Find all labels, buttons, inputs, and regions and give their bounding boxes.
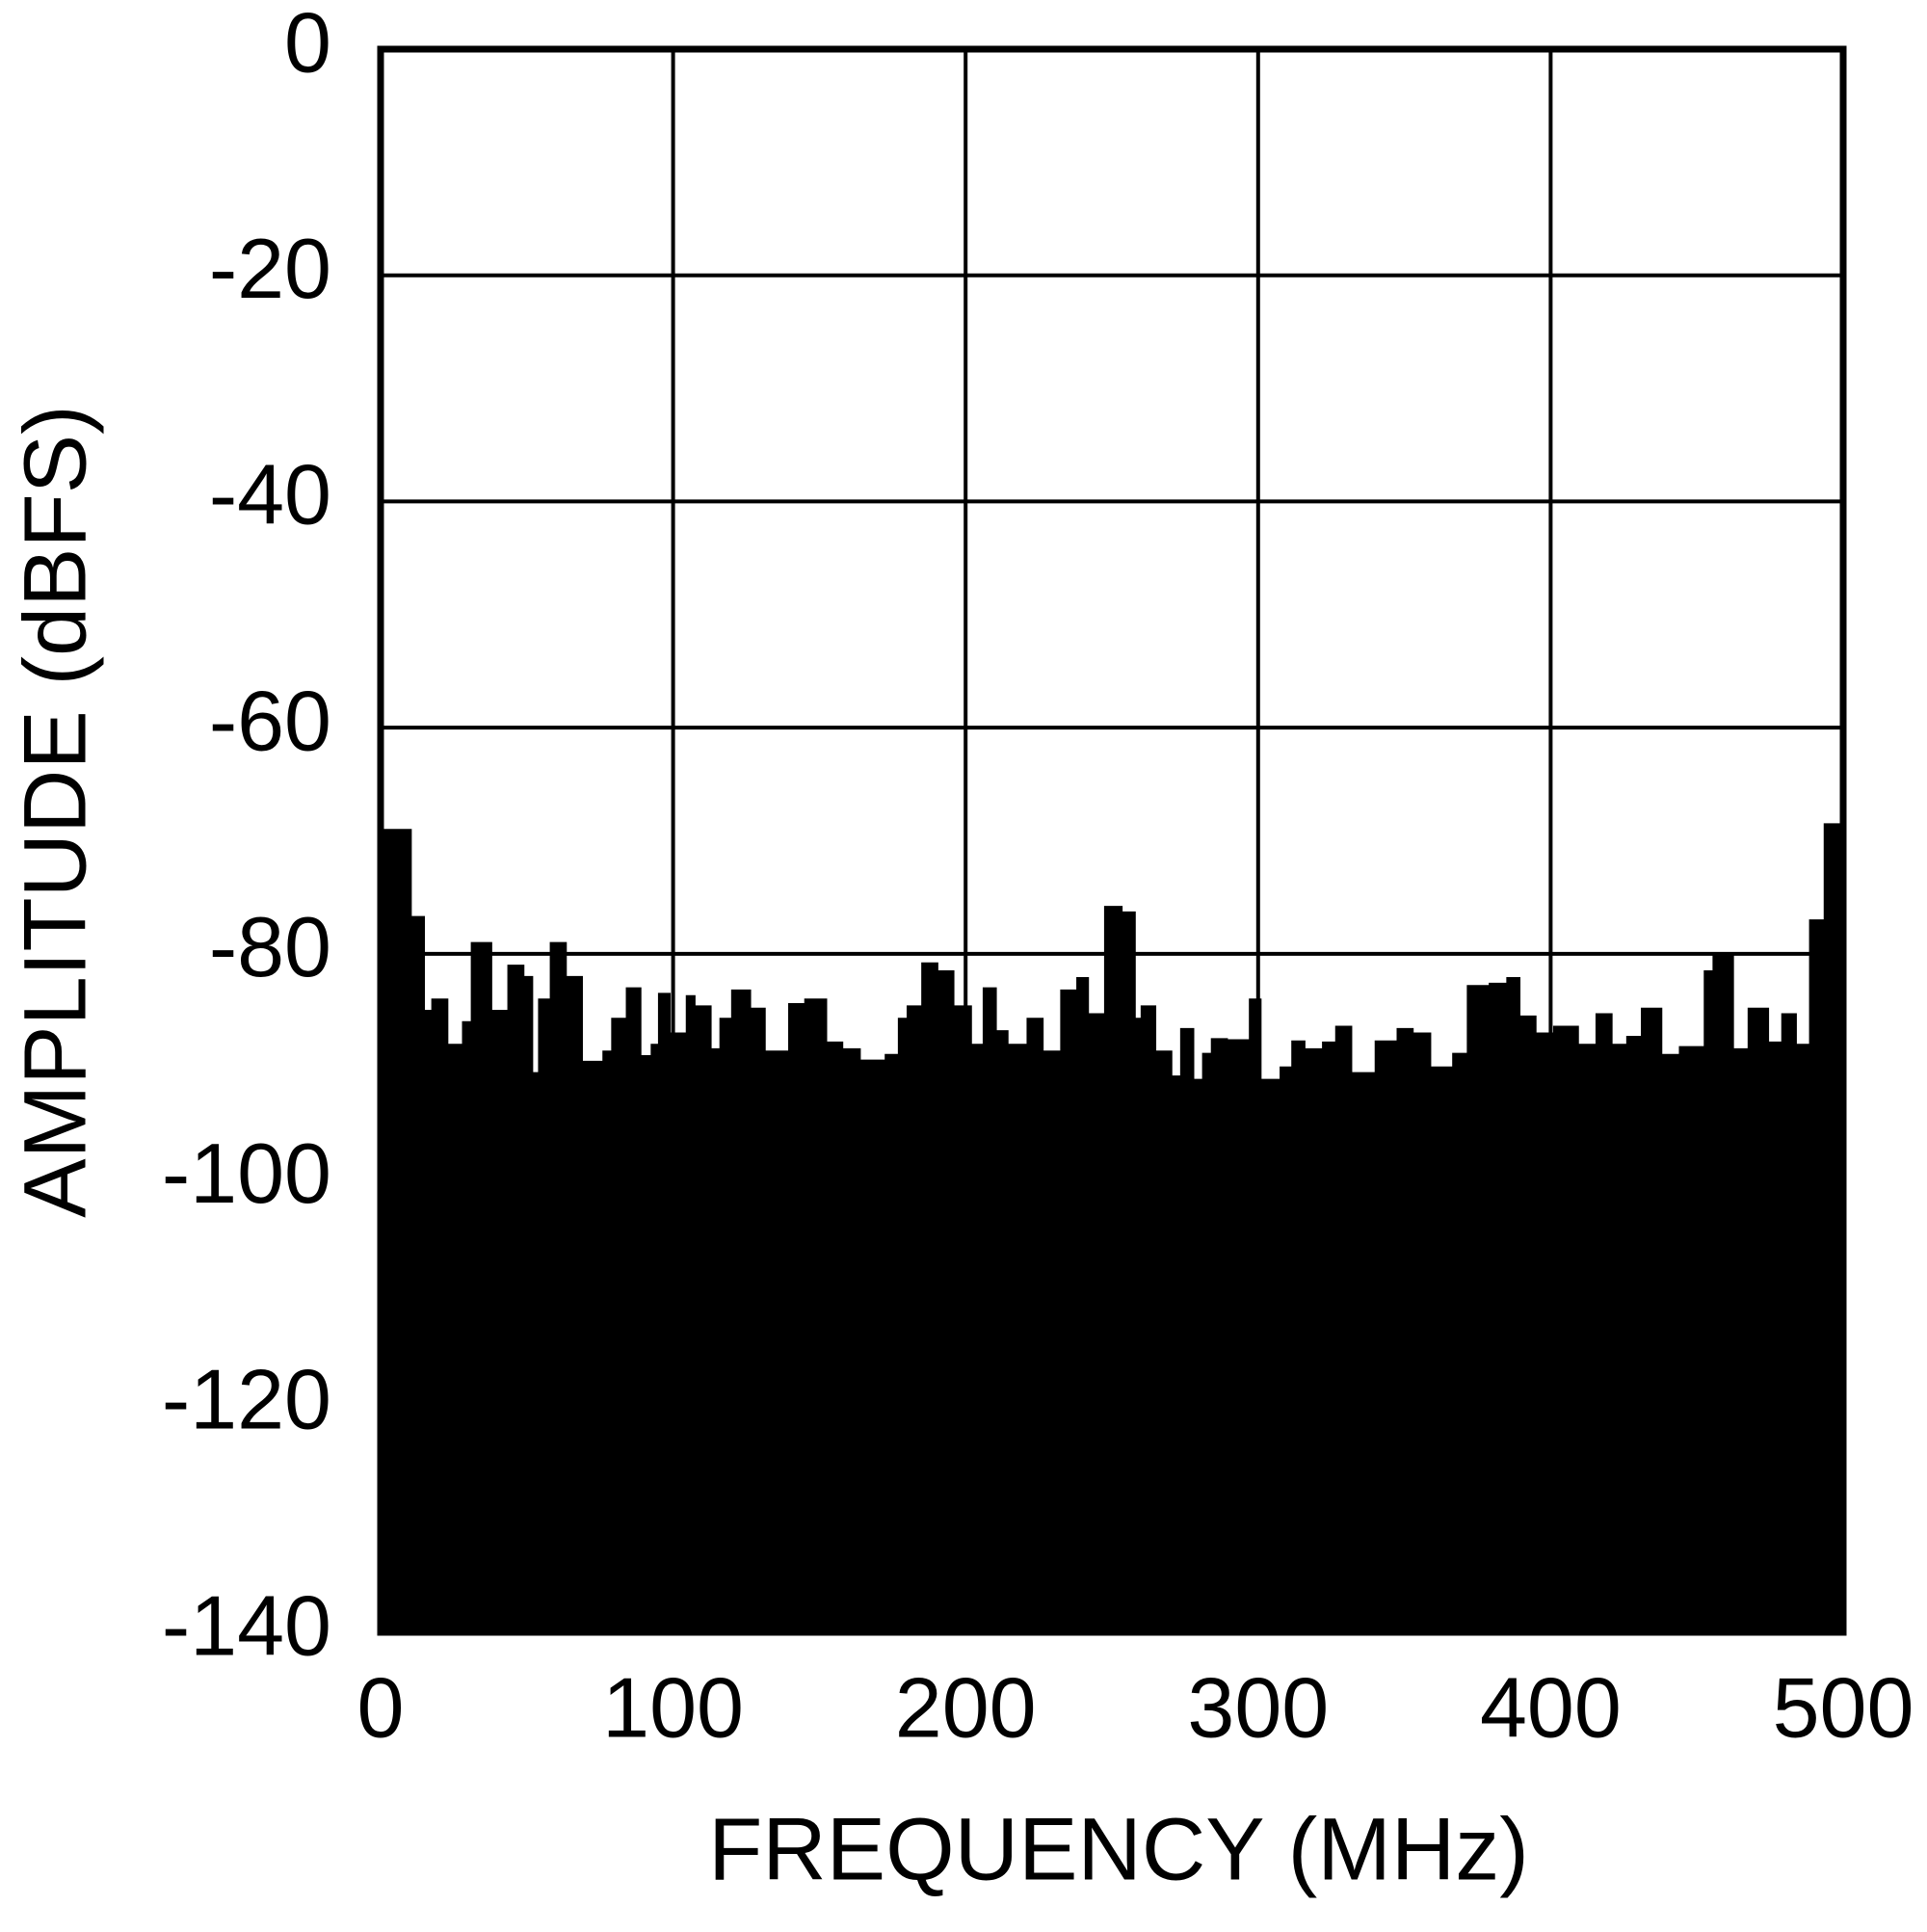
x-tick-label: 0 [357, 1659, 405, 1755]
y-tick-label: -20 [209, 221, 331, 316]
x-tick-label: 500 [1773, 1659, 1914, 1755]
y-axis-title: AMPLITUDE (dBFS) [6, 405, 104, 1217]
x-tick-label: 100 [602, 1659, 744, 1755]
plot-frame [377, 45, 1847, 1636]
x-axis-title: FREQUENCY (MHz) [708, 1800, 1529, 1898]
spectrum-area [380, 823, 1844, 1633]
y-tick-label: 0 [284, 0, 331, 90]
y-tick-label: -80 [209, 899, 331, 994]
y-tick-label: -40 [209, 447, 331, 543]
x-tick-label: 400 [1480, 1659, 1622, 1755]
x-tick-label: 200 [895, 1659, 1037, 1755]
x-tick-label: 300 [1187, 1659, 1329, 1755]
y-tick-label: -100 [162, 1125, 331, 1221]
y-tick-label: -120 [162, 1352, 331, 1447]
y-tick-label: -60 [209, 673, 331, 768]
y-tick-label: -140 [162, 1577, 331, 1673]
